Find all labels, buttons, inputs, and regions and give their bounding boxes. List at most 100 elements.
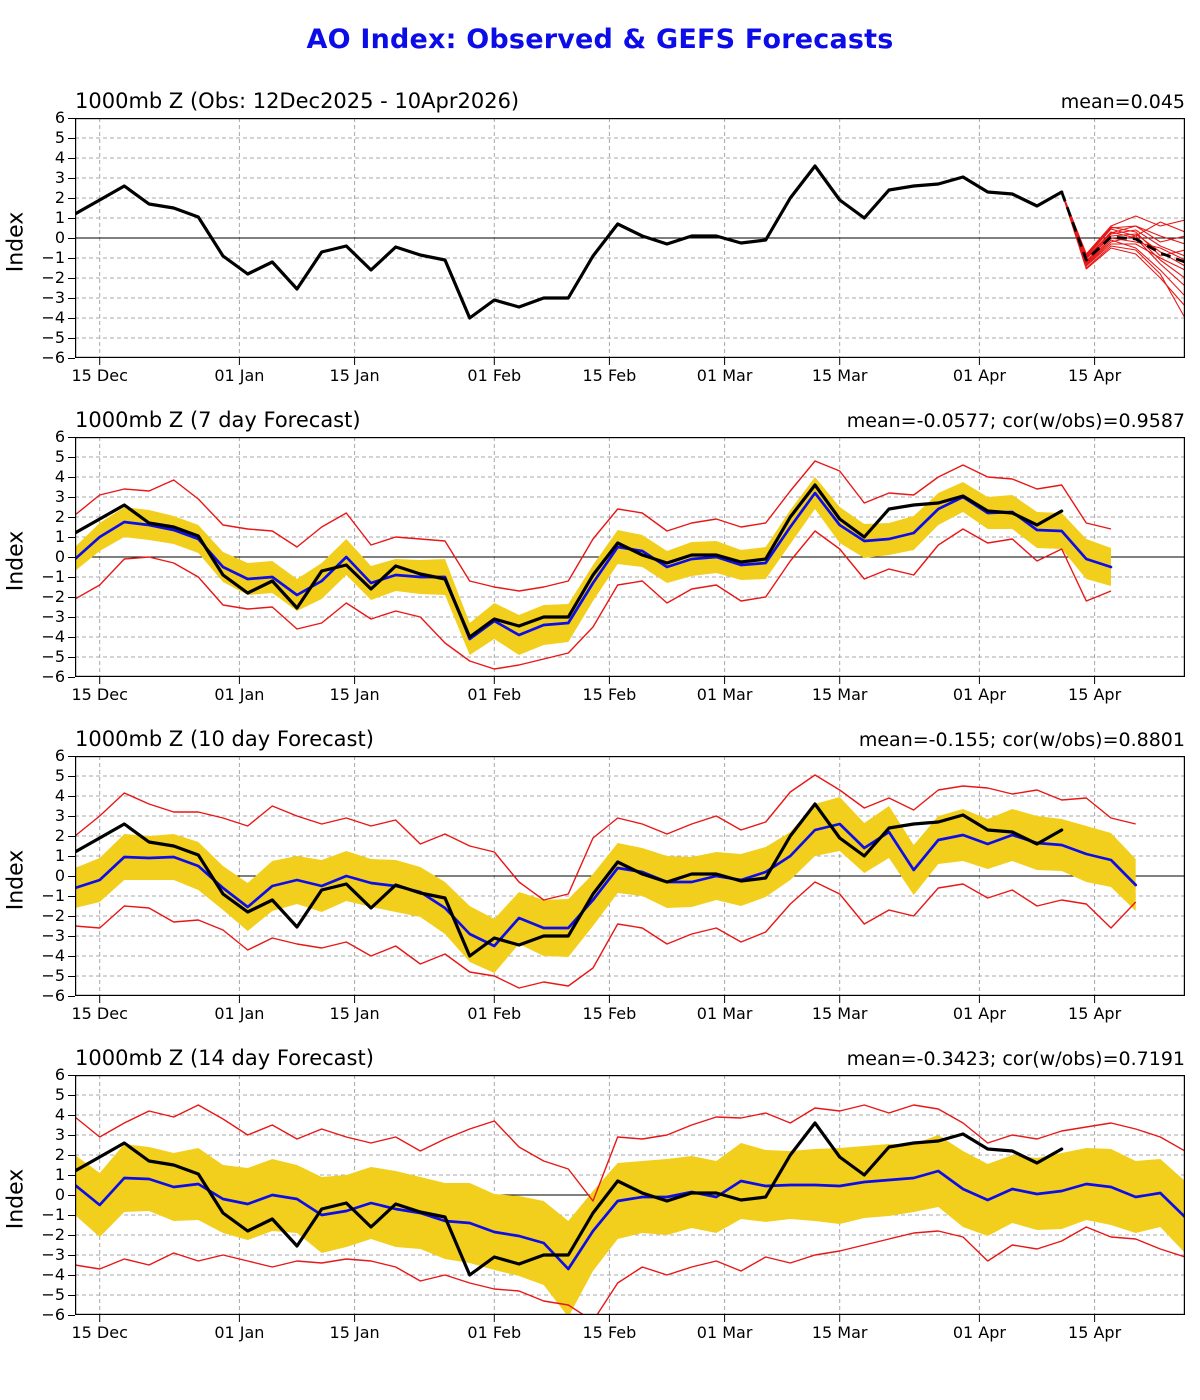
y-axis-label: Index [3, 530, 29, 592]
x-tick-labels: 15 Dec 01 Jan 15 Jan 01 Feb 15 Feb 01 Mar 15 M… [71, 366, 1185, 390]
y-tick-mark [68, 278, 75, 279]
panel-title: 1000mb Z (10 day Forecast) [75, 727, 374, 751]
x-tick-label: 01 Feb [467, 1004, 522, 1023]
y-tick-mark [68, 1315, 75, 1316]
x-tick-label: 15 Jan [329, 1004, 380, 1023]
y-tick-mark [68, 976, 75, 977]
y-axis-label-wrap: Index [0, 118, 32, 366]
y-tick-label: −5 [41, 647, 65, 666]
y-tick-label: −2 [41, 1225, 65, 1244]
y-tick-mark [68, 298, 75, 299]
y-tick-mark [68, 1295, 75, 1296]
y-tick-label: 0 [54, 547, 65, 566]
x-tick-label: 15 Dec [71, 366, 128, 385]
x-tick-label: 15 Jan [329, 366, 380, 385]
y-tick-mark [68, 1095, 75, 1096]
plot-row: Index 6 5 4 3 2 1 0 −1 −2 −3 −4 −5 −6 [0, 747, 1200, 1005]
ensemble-spread-band [75, 477, 1111, 655]
y-tick-label: 5 [54, 447, 65, 466]
plot-area [75, 756, 1185, 1004]
ensemble-member-line [1061, 191, 1185, 271]
y-tick-label: −3 [41, 1245, 65, 1264]
panel-header: 1000mb Z (10 day Forecast) mean=-0.155; c… [75, 727, 1185, 751]
plot-svg-obs [75, 118, 1185, 365]
x-tick-label: 15 Apr [1068, 366, 1122, 385]
panel-stats: mean=-0.3423; cor(w/obs)=0.7191 [846, 1048, 1185, 1070]
forecast-mean-line [75, 491, 1113, 641]
x-tick-label: 15 Apr [1068, 685, 1122, 704]
y-tick-label: 3 [54, 487, 65, 506]
y-tick-label: −4 [41, 308, 65, 327]
y-tick-label: 1 [54, 1165, 65, 1184]
y-tick-label: 1 [54, 208, 65, 227]
x-tick-label: 01 Mar [696, 1323, 753, 1342]
y-axis-label-wrap: Index [0, 756, 32, 1004]
x-tick-label: 15 Mar [811, 685, 868, 704]
y-tick-mark [68, 1215, 75, 1216]
plot-row: Index 6 5 4 3 2 1 0 −1 −2 −3 −4 −5 −6 [0, 1066, 1200, 1324]
y-tick-label: 4 [54, 467, 65, 486]
y-tick-label: 2 [54, 1145, 65, 1164]
y-tick-mark [68, 158, 75, 159]
y-tick-mark [68, 1195, 75, 1196]
panel-f10: 1000mb Z (10 day Forecast) mean=-0.155; c… [0, 727, 1200, 1028]
y-tick-label: 5 [54, 128, 65, 147]
y-tick-label: −4 [41, 1265, 65, 1284]
y-tick-label: −1 [41, 1205, 65, 1224]
x-tick-label: 15 Feb [582, 366, 637, 385]
y-tick-label: −5 [41, 1285, 65, 1304]
plot-area [75, 118, 1185, 366]
x-tick-label: 15 Mar [811, 1323, 868, 1342]
y-tick-mark [68, 577, 75, 578]
y-tick-label: −2 [41, 587, 65, 606]
y-tick-mark [68, 138, 75, 139]
panel-title: 1000mb Z (7 day Forecast) [75, 408, 361, 432]
y-tick-label: 2 [54, 188, 65, 207]
y-tick-mark [68, 996, 75, 997]
y-tick-label: −2 [41, 268, 65, 287]
data-layer [75, 164, 1185, 320]
envelope-min-line [75, 1226, 1185, 1315]
y-axis-label: Index [3, 849, 29, 911]
y-tick-mark [68, 856, 75, 857]
y-tick-mark [68, 537, 75, 538]
x-tick-label: 15 Apr [1068, 1323, 1122, 1342]
y-tick-mark [68, 876, 75, 877]
y-tick-label: −6 [41, 667, 65, 686]
y-axis-label: Index [3, 211, 29, 273]
y-tick-label: −4 [41, 627, 65, 646]
y-tick-mark [68, 238, 75, 239]
y-tick-label: 1 [54, 846, 65, 865]
y-tick-mark [68, 816, 75, 817]
y-tick-mark [68, 1255, 75, 1256]
panel-stats: mean=-0.155; cor(w/obs)=0.8801 [858, 729, 1185, 751]
y-tick-mark [68, 637, 75, 638]
panel-header: 1000mb Z (7 day Forecast) mean=-0.0577; c… [75, 408, 1185, 432]
x-tick-label: 01 Apr [952, 1004, 1006, 1023]
panel-f14: 1000mb Z (14 day Forecast) mean=-0.3423; … [0, 1046, 1200, 1347]
y-tick-label: −1 [41, 248, 65, 267]
envelope-max-line [75, 1104, 1185, 1202]
x-tick-label: 01 Apr [952, 1323, 1006, 1342]
observed-line [75, 1121, 1064, 1277]
y-tick-label: −3 [41, 926, 65, 945]
observed-line [75, 802, 1064, 958]
y-tick-label: 2 [54, 826, 65, 845]
y-tick-mark [68, 258, 75, 259]
y-tick-mark [68, 657, 75, 658]
y-tick-label: 2 [54, 507, 65, 526]
forecast-mean-line [75, 822, 1138, 948]
x-tick-label: 01 Jan [214, 1323, 265, 1342]
y-tick-label: −1 [41, 567, 65, 586]
y-tick-label: 5 [54, 766, 65, 785]
x-tick-label: 15 Feb [582, 1004, 637, 1023]
page-title: AO Index: Observed & GEFS Forecasts [306, 24, 894, 55]
x-tick-label: 15 Mar [811, 366, 868, 385]
y-tick-label: 6 [54, 427, 65, 446]
y-tick-mark [68, 756, 75, 757]
y-tick-mark [68, 956, 75, 957]
x-tick-label: 15 Mar [811, 1004, 868, 1023]
x-tick-label: 01 Feb [467, 1323, 522, 1342]
y-tick-label: 0 [54, 866, 65, 885]
ensemble-member-line [1061, 191, 1185, 319]
